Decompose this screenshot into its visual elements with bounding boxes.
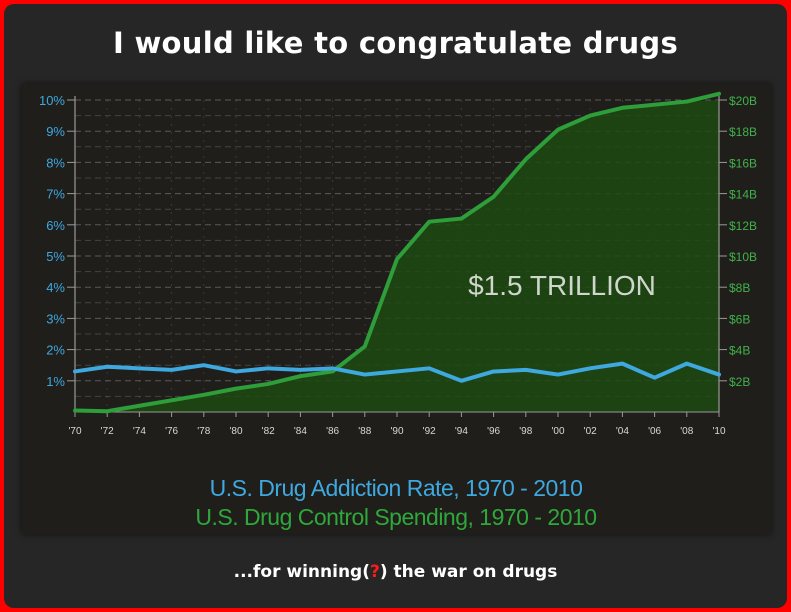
x-tick-label: '08 [680,426,693,437]
addiction-data-point [492,369,496,373]
y-right-tick-label: $20B [729,94,757,108]
y-right-tick-label: $2B [729,375,750,389]
x-tick-label: '74 [133,426,146,437]
x-tick-label: '70 [68,426,81,437]
addiction-data-point [588,366,592,370]
spending-data-point [170,398,174,402]
x-tick-label: '72 [101,426,114,437]
spending-data-point [653,103,657,107]
spending-data-point [363,344,367,348]
addiction-data-point [685,362,689,366]
spending-data-point [620,106,624,110]
spending-area [75,100,719,412]
addiction-data-point [298,368,302,372]
addiction-data-point [266,366,270,370]
y-left-tick-label: 7% [46,187,65,202]
addiction-data-point [202,363,206,367]
y-left-tick-label: 5% [46,249,65,264]
x-tick-label: '00 [551,426,564,437]
spending-data-point [395,257,399,261]
x-tick-label: '86 [326,426,339,437]
y-left-tick-label: 4% [46,280,65,295]
annotation-label: $1.5 TRILLION [468,270,656,301]
y-right-tick-label: $4B [729,344,750,358]
addiction-data-point [170,368,174,372]
spending-data-point [73,408,77,412]
spending-data-point [202,393,206,397]
meme-caption: ...for winning(?) the war on drugs [4,562,787,582]
spending-data-point [685,100,689,104]
y-left-tick-label: 2% [46,343,65,358]
x-tick-label: '90 [390,426,403,437]
spending-data-point [137,404,141,408]
y-left-tick-label: 10% [39,93,65,108]
caption-question-mark: ? [369,562,380,582]
caption-text-after: ) the war on drugs [379,562,558,582]
x-tick-label: '84 [294,426,307,437]
y-right-tick-label: $10B [729,250,757,264]
y-right-tick-label: $18B [729,125,757,139]
y-right-tick-label: $8B [729,281,750,295]
spending-data-point [331,369,335,373]
y-left-tick-label: 8% [46,155,65,170]
y-left-tick-label: 6% [46,218,65,233]
spending-data-point [588,114,592,118]
y-left-tick-label: 3% [46,311,65,326]
caption-text-before: ...for winning( [233,562,370,582]
spending-data-point [459,217,463,221]
y-right-tick-label: $16B [729,156,757,170]
addiction-data-point [105,365,109,369]
addiction-data-point [459,379,463,383]
legend-addiction-label: U.S. Drug Addiction Rate, 1970 - 2010 [210,475,583,501]
x-tick-label: '76 [165,426,178,437]
y-left-tick-label: 9% [46,124,65,139]
x-tick-label: '92 [423,426,436,437]
addiction-data-point [234,369,238,373]
y-right-tick-label: $12B [729,219,757,233]
x-tick-label: '88 [358,426,371,437]
addiction-data-point [331,366,335,370]
addiction-data-point [620,362,624,366]
meme-frame: I would like to congratulate drugs 1% 2% 3… [4,4,787,608]
legend-spending-label: U.S. Drug Control Spending, 1970 - 2010 [195,504,596,530]
spending-data-point [717,92,721,96]
y-right-tick-label: $14B [729,188,757,202]
spending-data-point [266,382,270,386]
spending-data-point [492,195,496,199]
addiction-data-point [524,368,528,372]
x-tick-label: '10 [712,426,725,437]
spending-data-point [524,157,528,161]
x-tick-label: '78 [197,426,210,437]
spending-data-point [234,387,238,391]
addiction-data-point [427,366,431,370]
addiction-data-point [363,373,367,377]
meme-title: I would like to congratulate drugs [112,26,679,60]
x-tick-label: '98 [519,426,532,437]
x-tick-label: '06 [648,426,661,437]
addiction-data-point [653,376,657,380]
x-tick-label: '02 [584,426,597,437]
addiction-data-point [395,369,399,373]
x-tick-label: '04 [616,426,629,437]
addiction-data-point [556,373,560,377]
spending-data-point [556,128,560,132]
x-tick-label: '96 [487,426,500,437]
y-right-tick-label: $6B [729,312,750,326]
addiction-data-point [73,369,77,373]
x-tick-label: '80 [229,426,242,437]
x-tick-label: '94 [455,426,468,437]
chart-svg: 1% 2% 3% 4% 5% 6% 7% 8% 9% 10% $2B $4B $6B $8B $10B $12… [39,91,757,530]
addiction-data-point [137,366,141,370]
spending-data-point [298,374,302,378]
chart-panel: 1% 2% 3% 4% 5% 6% 7% 8% 9% 10% $2B $4B $6B $8B $10B $12… [22,84,771,534]
spending-data-point [427,220,431,224]
x-tick-label: '82 [262,426,275,437]
y-left-tick-label: 1% [46,374,65,389]
spending-data-point [105,409,109,413]
addiction-data-point [717,373,721,377]
